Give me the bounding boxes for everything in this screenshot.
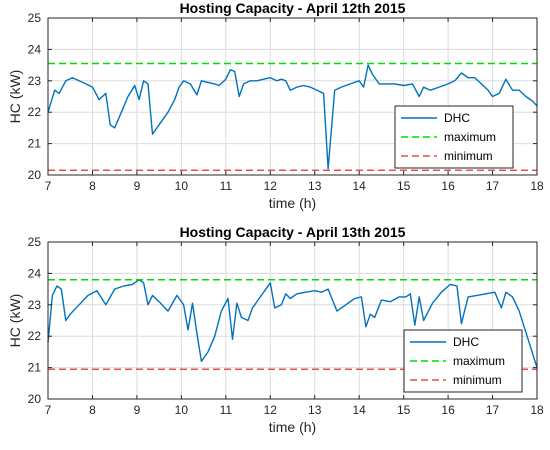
- y-tick-label: 25: [28, 235, 42, 249]
- legend-label-maximum: maximum: [444, 130, 496, 144]
- chart-april-12: 7 8 9 10 11 12 13 14 15 16 17 18 20 21 22 23 24 25 Hosting…: [7, 0, 544, 211]
- chart-title: Hosting Capacity - April 13th 2015: [180, 224, 406, 240]
- legend-label-minimum: minimum: [453, 373, 502, 387]
- x-tick-label: 8: [89, 179, 96, 193]
- x-tick-label: 16: [441, 403, 455, 417]
- y-tick-label: 20: [28, 168, 42, 182]
- x-tick-label: 18: [530, 403, 544, 417]
- y-tick-label: 22: [28, 105, 42, 119]
- y-tick-label: 23: [28, 74, 42, 88]
- x-tick-label: 18: [530, 179, 544, 193]
- x-tick-label: 16: [441, 179, 455, 193]
- y-tick-label: 24: [28, 42, 42, 56]
- series-DHC-line: [47, 64, 538, 170]
- x-tick-label: 14: [353, 403, 367, 417]
- y-tick-label: 21: [28, 361, 42, 375]
- x-tick-label: 15: [397, 179, 411, 193]
- x-tick-label: 11: [220, 403, 233, 417]
- x-tick-label: 7: [45, 179, 52, 193]
- y-tick-label: 20: [28, 392, 42, 406]
- x-tick-label: 8: [89, 403, 96, 417]
- legend-label-minimum: minimum: [444, 149, 493, 163]
- x-tick-label: 17: [486, 403, 500, 417]
- x-tick-label: 13: [308, 403, 322, 417]
- legend: DHC maximum minimum: [394, 105, 514, 169]
- chart-april-13: 7 8 9 10 11 12 13 14 15 16 17 18 20 21 22 23 24 25 Hosting…: [7, 224, 544, 435]
- y-axis-label: HC (kW): [7, 294, 23, 348]
- series-DHC-line: [47, 279, 538, 368]
- x-tick-label: 14: [353, 179, 367, 193]
- legend-label-maximum: maximum: [453, 354, 505, 368]
- y-tick-label: 21: [28, 137, 42, 151]
- x-tick-label: 7: [45, 403, 52, 417]
- axes-box: [47, 241, 538, 400]
- x-tick-label: 12: [264, 403, 278, 417]
- x-tick-label: 10: [175, 179, 189, 193]
- axes-box: [47, 17, 538, 176]
- x-tick-label: 10: [175, 403, 189, 417]
- x-tick-label: 9: [134, 403, 141, 417]
- x-tick-label: 12: [264, 179, 278, 193]
- y-tick-label: 22: [28, 329, 42, 343]
- x-tick-label: 11: [220, 179, 233, 193]
- x-tick-label: 13: [308, 179, 322, 193]
- legend: DHC maximum minimum: [403, 329, 523, 393]
- x-tick-label: 17: [486, 179, 500, 193]
- legend-label-DHC: DHC: [453, 335, 479, 349]
- y-tick-label: 23: [28, 298, 42, 312]
- y-axis-label: HC (kW): [7, 70, 23, 124]
- y-tick-label: 24: [28, 266, 42, 280]
- x-tick-label: 15: [397, 403, 411, 417]
- y-tick-label: 25: [28, 11, 42, 25]
- legend-label-DHC: DHC: [444, 111, 470, 125]
- chart-title: Hosting Capacity - April 12th 2015: [180, 0, 406, 16]
- x-axis-label: time (h): [269, 195, 316, 211]
- x-tick-label: 9: [134, 179, 141, 193]
- x-axis-label: time (h): [269, 419, 316, 435]
